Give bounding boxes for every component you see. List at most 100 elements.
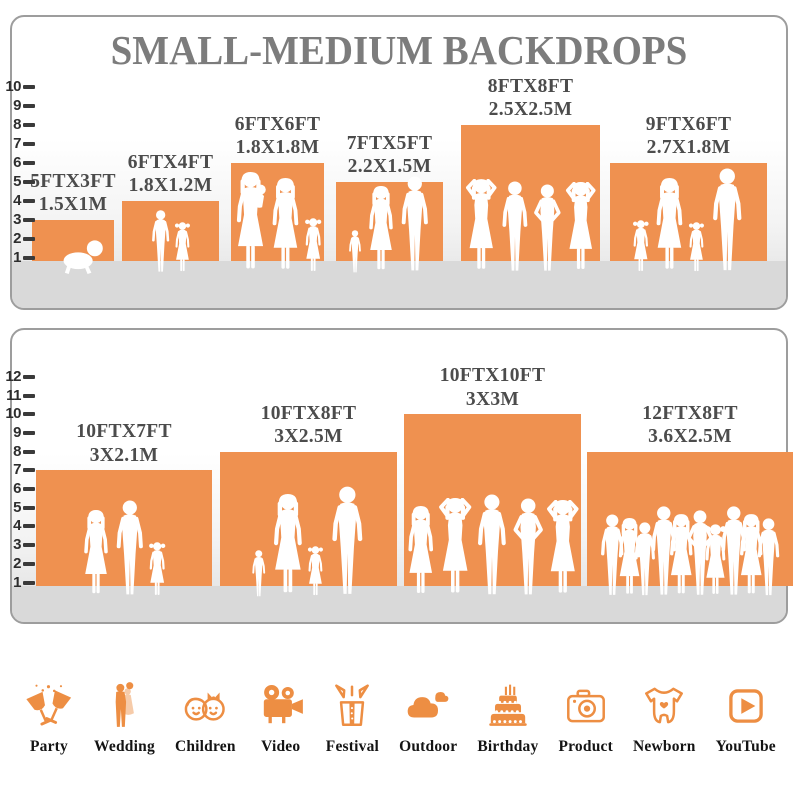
- axis-tick: [23, 543, 35, 548]
- festival-icon: [335, 684, 370, 726]
- category-item-children: Children: [175, 650, 236, 756]
- axis-tick-number: 8: [13, 115, 21, 133]
- size-feet: 6FTX4FT: [127, 151, 214, 173]
- silhouette-woman: [369, 186, 393, 270]
- silhouette-man: [757, 518, 779, 596]
- category-label: YouTube: [715, 738, 776, 755]
- silhouette-girl: [704, 524, 726, 594]
- category-item-party: Party: [24, 650, 74, 756]
- bar-size-label: 10FTX7FT 3X2.1M: [0, 420, 272, 467]
- bar-size-label: 10FTX8FT 3X2.5M: [160, 402, 457, 449]
- category-label: Outdoor: [399, 738, 458, 755]
- category-item-youtube: YouTube: [716, 650, 776, 756]
- axis-tick: [23, 412, 35, 417]
- silhouette-woman: [740, 514, 763, 594]
- axis-tick: [23, 84, 35, 89]
- size-meters: 1.8X1.2M: [128, 175, 213, 196]
- video-icon: [263, 684, 303, 724]
- outdoor-icon: [407, 691, 449, 718]
- newborn-icon: [645, 687, 684, 724]
- silhouette-man: [401, 176, 428, 271]
- size-feet: 8FTX8FT: [487, 75, 574, 97]
- axis-tick-number: 6: [13, 153, 21, 171]
- silhouette-girl: [175, 222, 191, 272]
- size-meters: 3X2.5M: [274, 426, 343, 448]
- category-row: Party Wedding Children Video Festival Outdoor…: [0, 650, 800, 756]
- silhouette-toddler: [251, 550, 265, 597]
- size-meters: 2.2X1.5M: [347, 156, 432, 177]
- category-label: Newborn: [633, 738, 696, 755]
- silhouette-baby-crawl: [63, 240, 104, 274]
- product-icon: [566, 689, 605, 723]
- category-item-newborn: Newborn: [633, 650, 696, 756]
- axis-tick: [23, 179, 35, 184]
- axis-tick-number: 11: [6, 386, 21, 404]
- axis-tick: [23, 122, 35, 127]
- axis-tick: [23, 141, 35, 146]
- category-label: Party: [29, 738, 68, 755]
- silhouette-girl: [307, 546, 323, 596]
- axis-tick-number: 7: [13, 134, 21, 152]
- bar-size-label: 9FTX6FT 2.7X1.8M: [550, 113, 800, 160]
- size-feet: 6FTX6FT: [234, 113, 321, 135]
- axis-tick: [23, 580, 35, 585]
- silhouette-man-hips: [513, 498, 543, 595]
- size-meters: 3X3M: [465, 388, 520, 410]
- axis-tick-number: 1: [13, 248, 21, 266]
- chart-panel-small-backdrops: SMALL-MEDIUM BACKDROPS 1 2 3 4 5 6 7 8 9 10 5FTX3FT…: [5, 15, 788, 310]
- category-item-wedding: Wedding: [94, 650, 155, 756]
- youtube-icon: [728, 689, 763, 723]
- size-feet: 10FTX7FT: [76, 421, 172, 443]
- axis-tick: [23, 487, 35, 491]
- category-item-birthday: Birthday: [477, 650, 538, 756]
- category-label: Video: [261, 738, 301, 755]
- silhouette-woman: [408, 506, 434, 593]
- size-feet: 5FTX3FT: [30, 170, 116, 192]
- silhouette-man: [712, 168, 741, 271]
- axis-tick: [23, 103, 35, 108]
- chart-panel-medium-backdrops: 1 2 3 4 5 6 7 8 9 10 11 12 10FTX7FT 3X2.1M 10FTX8FT 3X2…: [5, 328, 793, 624]
- silhouette-woman: [272, 178, 299, 269]
- axis-tick-number: 5: [13, 498, 21, 516]
- category-label: Wedding: [94, 738, 155, 755]
- axis-tick-number: 4: [13, 517, 21, 535]
- size-meters: 3.6X2.5M: [648, 426, 732, 448]
- silhouette-woman: [670, 514, 693, 594]
- bar-size-label: 6FTX4FT 1.8X1.2M: [62, 151, 279, 198]
- category-label: Festival: [325, 738, 380, 755]
- silhouette-girl: [688, 222, 704, 272]
- axis-tick: [23, 160, 35, 165]
- axis-tick-number: 8: [13, 442, 21, 460]
- silhouette-girl: [149, 542, 166, 595]
- size-meters: 2.5X2.5M: [488, 99, 573, 120]
- children-icon: [184, 692, 226, 721]
- party-icon: [26, 684, 72, 726]
- size-meters: 1.8X1.8M: [235, 137, 320, 158]
- size-feet: 10FTX10FT: [439, 365, 546, 387]
- silhouette-woman: [657, 178, 683, 269]
- silhouette-woman: [274, 494, 302, 593]
- silhouette-toddler: [348, 230, 361, 273]
- axis-tick: [23, 561, 35, 566]
- category-label: Children: [174, 738, 236, 755]
- axis-tick: [23, 255, 35, 260]
- bar-size-label: 7FTX5FT 2.2X1.5M: [276, 132, 503, 179]
- category-label: Product: [558, 738, 613, 755]
- axis-tick-number: 3: [13, 536, 21, 554]
- silhouette-woman-armsup: [547, 500, 579, 593]
- backdrop-bar-6ftx4ft: [122, 200, 219, 261]
- category-item-product: Product: [558, 650, 613, 756]
- axis-tick-number: 5: [13, 172, 21, 190]
- axis-tick-number: 9: [13, 423, 21, 441]
- silhouette-woman-armsup: [465, 179, 497, 269]
- silhouette-man-hips: [686, 510, 713, 595]
- size-feet: 12FTX8FT: [642, 402, 738, 424]
- axis-tick: [23, 236, 35, 241]
- bar-size-label: 5FTX3FT 1.5X1M: [0, 170, 174, 217]
- axis-tick: [23, 505, 35, 510]
- size-meters: 2.7X1.8M: [646, 137, 731, 158]
- axis-tick: [23, 430, 35, 435]
- size-meters: 1.5X1M: [38, 194, 108, 215]
- bar-size-label: 12FTX8FT 3.6X2.5M: [527, 402, 800, 449]
